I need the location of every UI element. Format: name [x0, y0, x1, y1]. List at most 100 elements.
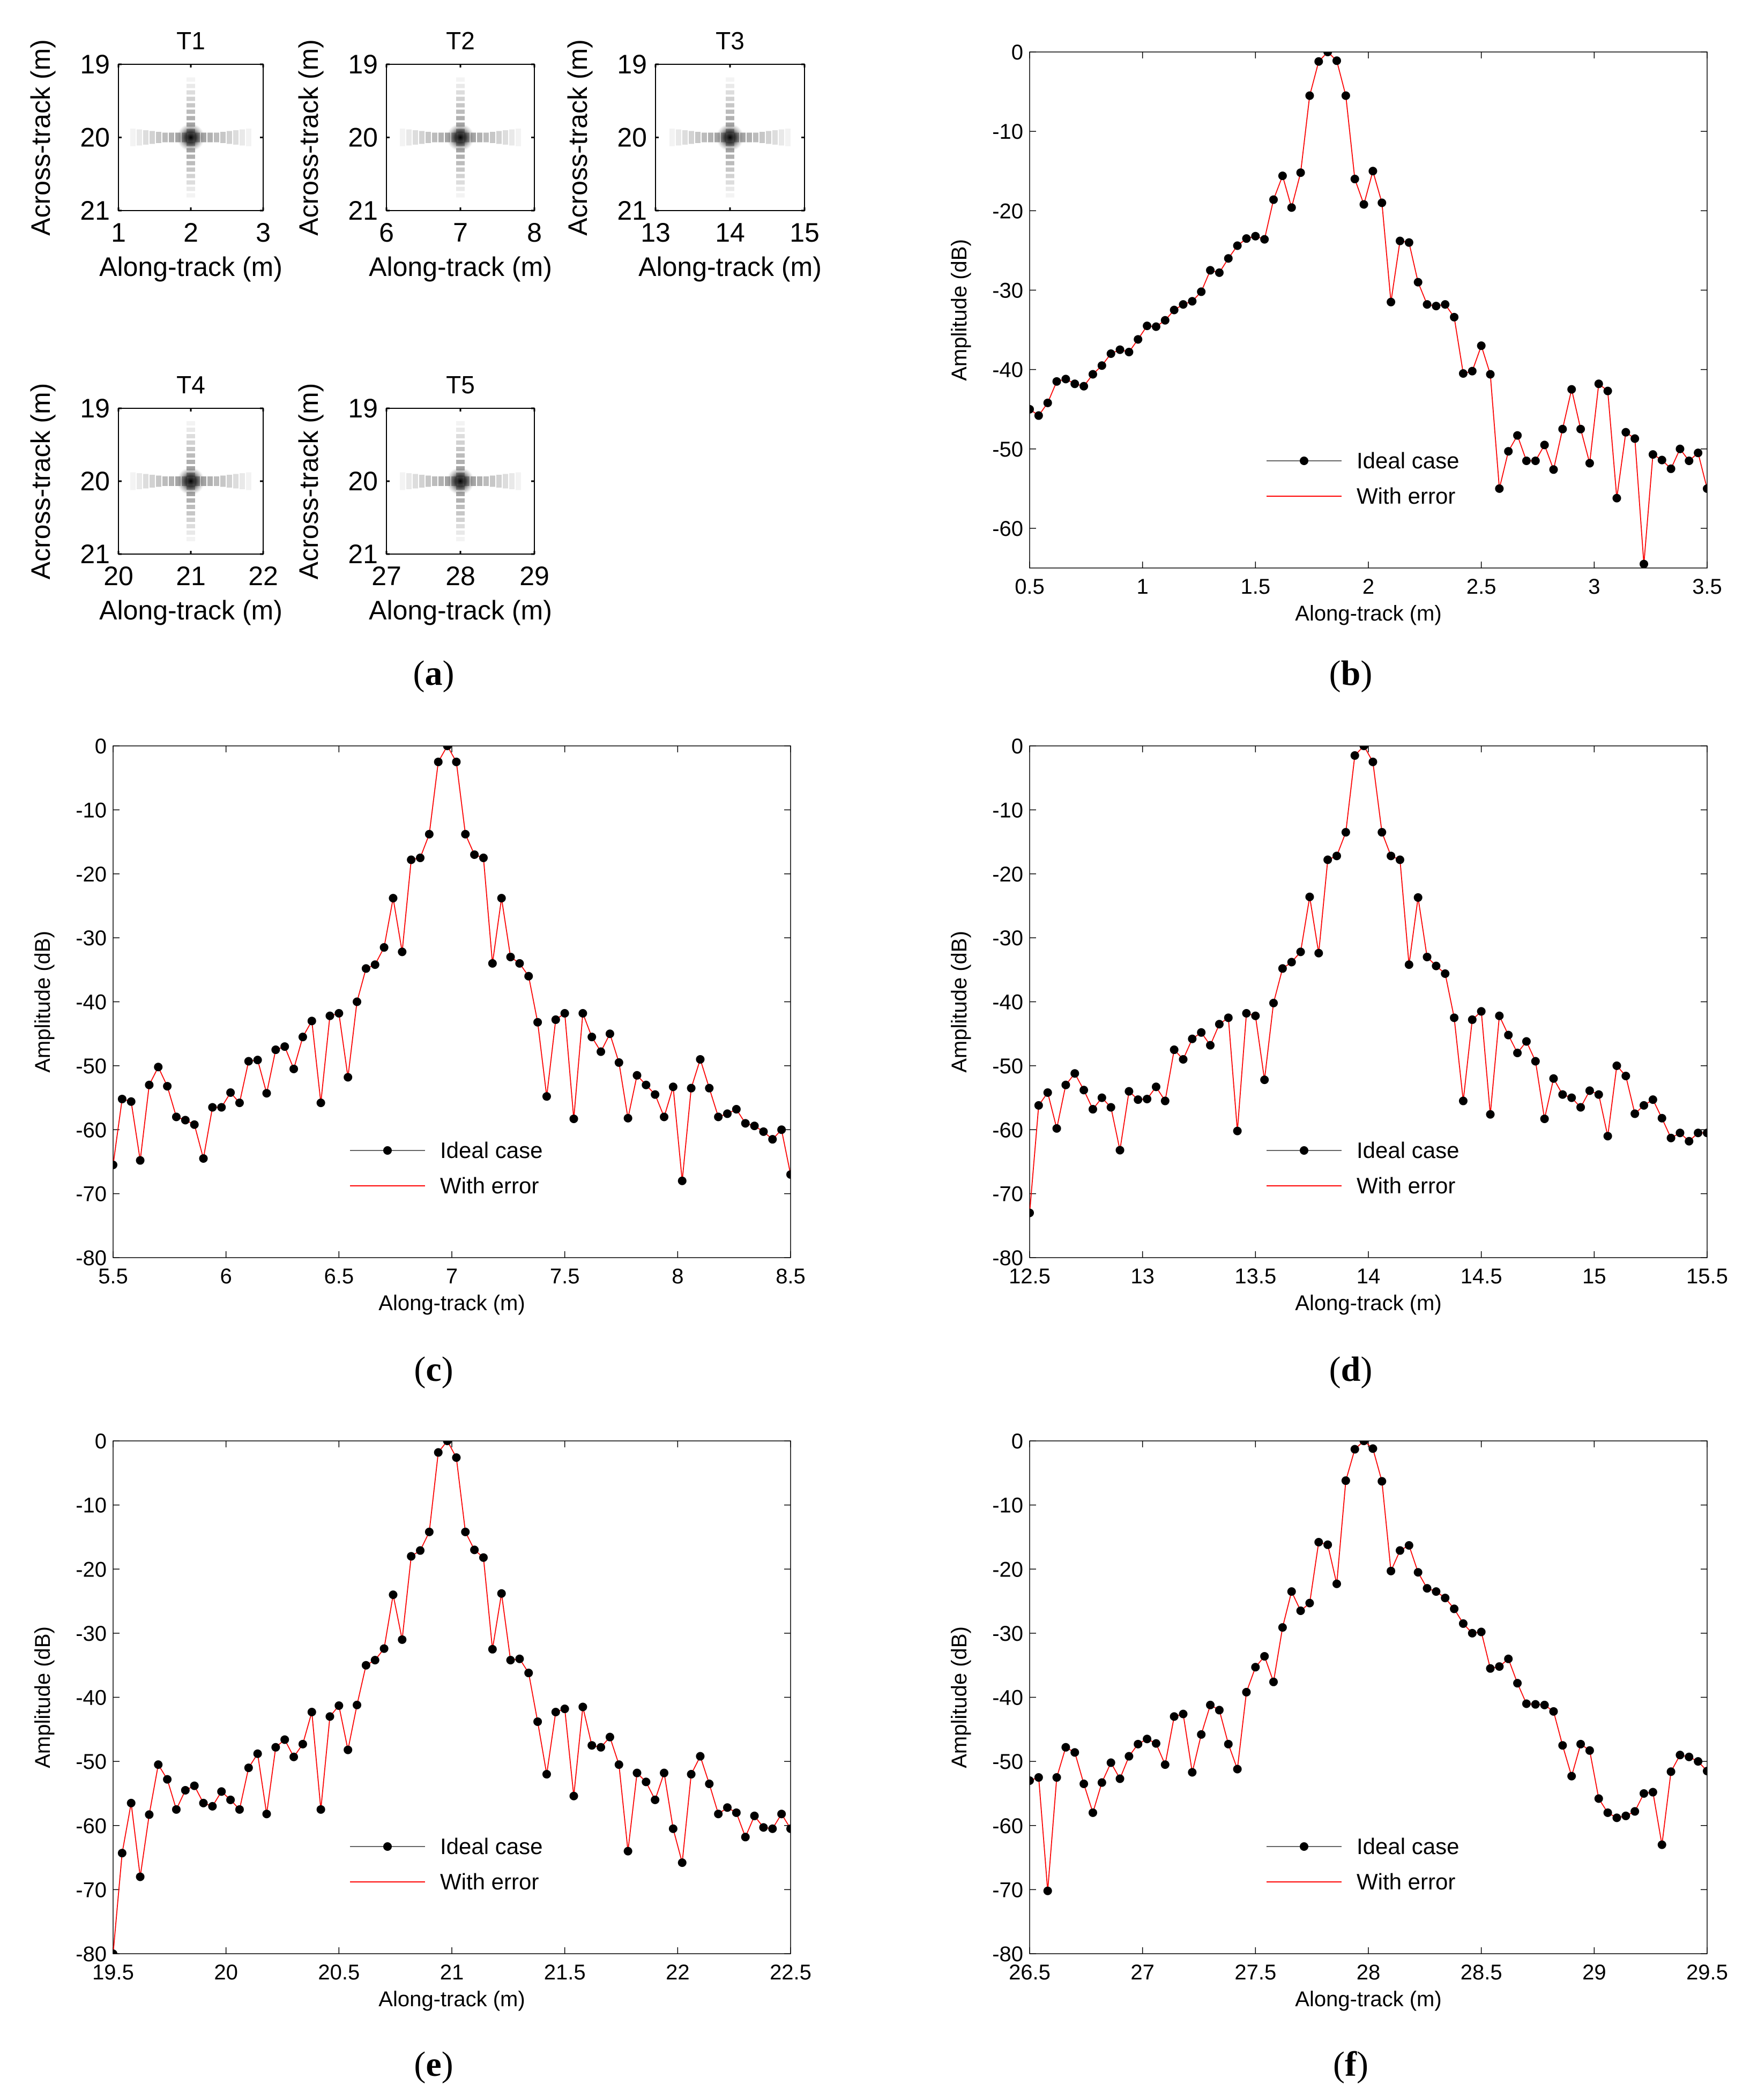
data-point-ideal	[551, 1015, 560, 1024]
data-point-ideal	[434, 1448, 443, 1457]
data-point-ideal	[1432, 961, 1441, 970]
data-point-ideal	[1657, 1113, 1666, 1123]
data-point-ideal	[1197, 287, 1206, 296]
data-point-ideal	[1224, 254, 1233, 263]
point-target-response	[400, 421, 521, 541]
x-tick-label: 2	[183, 218, 198, 248]
data-point-ideal	[515, 1654, 524, 1663]
data-point-ideal	[1603, 1808, 1612, 1817]
data-point-ideal	[181, 1116, 190, 1125]
data-point-ideal	[307, 1017, 316, 1026]
y-tick-label: -30	[76, 1622, 107, 1646]
data-point-ideal	[560, 1008, 569, 1018]
sidelobe-across	[187, 186, 195, 191]
subplot-title: T2	[446, 27, 475, 55]
data-point-ideal	[407, 1552, 416, 1561]
data-point-ideal	[1640, 559, 1649, 568]
sidelobe-across	[456, 186, 465, 191]
mainlobe	[177, 123, 205, 152]
y-tick-label: 0	[1011, 735, 1023, 758]
data-point-ideal	[1296, 168, 1305, 177]
mainlobe	[716, 123, 744, 152]
data-point-ideal	[1170, 1045, 1179, 1055]
sidelobe-along	[169, 476, 174, 486]
sidelobe-along	[214, 132, 219, 143]
sidelobe-along	[432, 476, 437, 486]
y-axis-label: Amplitude (dB)	[948, 1626, 971, 1768]
sidelobe-across	[187, 530, 195, 535]
y-tick-label: -60	[992, 1814, 1023, 1838]
data-point-ideal	[253, 1749, 262, 1758]
data-point-ideal	[479, 1553, 488, 1562]
sidelobe-along	[246, 472, 251, 490]
data-point-ideal	[1043, 1088, 1052, 1097]
x-tick-label: 28.5	[1461, 1961, 1502, 1984]
data-point-ideal	[1278, 964, 1287, 973]
data-point-ideal	[1359, 1441, 1368, 1445]
data-point-ideal	[163, 1082, 172, 1091]
data-point-ideal	[370, 960, 379, 969]
data-point-ideal	[1694, 1757, 1703, 1766]
y-tick-label: -10	[76, 798, 107, 822]
y-tick-label: 20	[80, 123, 110, 153]
x-tick-label: 27	[371, 561, 401, 591]
data-point-ideal	[1233, 1765, 1242, 1774]
data-point-ideal	[1441, 969, 1450, 978]
data-point-ideal	[1495, 484, 1504, 493]
x-axis-label: Along-track (m)	[638, 252, 822, 282]
data-point-ideal	[334, 1008, 344, 1018]
data-point-ideal	[235, 1098, 244, 1108]
data-point-ideal	[1450, 1604, 1459, 1613]
x-tick-label: 6	[379, 218, 394, 248]
data-point-ideal	[651, 1090, 660, 1099]
sidelobe-along	[509, 473, 515, 489]
sidelobe-along	[516, 472, 521, 490]
data-point-ideal	[768, 1824, 777, 1833]
x-tick-label: 7.5	[550, 1265, 580, 1288]
data-point-ideal	[1043, 1886, 1052, 1895]
data-point-ideal	[136, 1872, 145, 1881]
y-tick-label: -70	[992, 1878, 1023, 1902]
data-point-ideal	[1486, 1664, 1495, 1673]
data-point-ideal	[1576, 1103, 1585, 1112]
data-point-ideal	[1341, 91, 1350, 100]
sidelobe-along	[702, 132, 707, 143]
data-point-ideal	[1468, 1015, 1477, 1024]
panel-letter: b	[1341, 654, 1361, 693]
data-point-ideal	[605, 1029, 614, 1038]
sidelobe-across	[456, 447, 465, 451]
legend: Ideal case With error	[350, 1834, 542, 1894]
data-point-ideal	[1030, 405, 1034, 414]
x-axis-label: Along-track (m)	[369, 595, 552, 625]
x-tick-label: 8	[527, 218, 542, 248]
data-point-ideal	[786, 1824, 791, 1833]
data-point-ideal	[723, 1109, 732, 1118]
sidelobe-along	[772, 130, 778, 145]
sidelobe-across	[456, 167, 465, 172]
data-point-ideal	[1323, 1540, 1332, 1549]
data-point-ideal	[687, 1083, 696, 1093]
sidelobe-along	[785, 129, 791, 146]
data-point-ideal	[1567, 1093, 1576, 1102]
x-tick-label: 28	[1357, 1961, 1381, 1984]
data-point-ideal	[1441, 1594, 1450, 1603]
sidelobe-across	[456, 498, 465, 503]
data-point-ideal	[1179, 1055, 1188, 1064]
y-tick-label: -60	[76, 1814, 107, 1838]
data-point-ideal	[1269, 998, 1278, 1007]
data-point-ideal	[1477, 1627, 1486, 1636]
data-point-ideal	[1495, 1011, 1504, 1020]
data-point-ideal	[696, 1752, 705, 1761]
x-tick-label: 21.5	[544, 1961, 586, 1984]
data-point-ideal	[244, 1763, 253, 1773]
data-point-ideal	[1260, 1075, 1269, 1085]
sidelobe-across	[726, 109, 734, 114]
data-point-ideal	[1134, 1095, 1143, 1104]
data-point-ideal	[145, 1810, 154, 1819]
data-point-ideal	[1640, 1789, 1649, 1798]
subplot-ticks	[117, 63, 264, 212]
data-point-ideal	[425, 1527, 434, 1536]
y-tick-label: -20	[992, 1558, 1023, 1581]
y-tick-label: 0	[95, 735, 107, 758]
data-point-ideal	[524, 1669, 533, 1678]
